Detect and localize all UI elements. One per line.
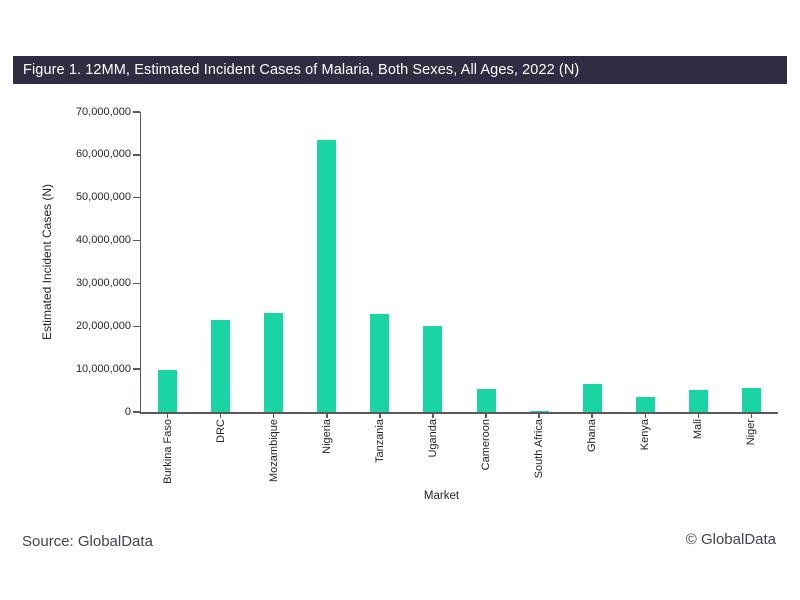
x-tick-mark <box>697 413 700 418</box>
bar-niger <box>741 387 761 412</box>
bar-south-africa <box>529 410 549 412</box>
bar-nigeria <box>317 139 337 412</box>
x-tick-mark <box>538 413 540 418</box>
x-tick-label: Nigeria <box>320 419 333 454</box>
bar-uganda <box>423 326 443 412</box>
x-tick-label: DRC <box>214 419 227 443</box>
y-tick-mark <box>133 368 140 370</box>
x-tick-label: Uganda <box>426 419 439 458</box>
bar-cameroon <box>476 389 496 412</box>
y-tick-label: 10,000,000 <box>75 362 131 375</box>
x-tick-mark <box>432 413 434 418</box>
x-tick-label: Tanzania <box>373 419 386 464</box>
x-tick-label: Ghana <box>586 419 599 453</box>
y-tick-label: 20,000,000 <box>75 319 131 332</box>
x-tick-label: Mali <box>692 419 705 440</box>
x-tick-label: Burkina Faso <box>161 419 174 484</box>
y-tick-mark <box>133 282 140 285</box>
x-tick-mark <box>379 413 381 418</box>
x-tick-mark <box>591 413 593 418</box>
figure-title: Figure 1. 12MM, Estimated Incident Cases… <box>23 62 580 78</box>
x-axis-title: Market <box>423 490 460 502</box>
x-axis-line <box>139 412 778 414</box>
x-tick-mark <box>750 413 753 418</box>
y-tick-label: 50,000,000 <box>75 191 131 204</box>
y-tick-label: 30,000,000 <box>75 276 131 289</box>
x-tick-mark <box>326 413 328 418</box>
x-tick-label: Cameroon <box>480 419 493 471</box>
bar-ghana <box>582 384 602 412</box>
bar-burkina-faso <box>158 369 178 412</box>
figure-title-bar: Figure 1. 12MM, Estimated Incident Cases… <box>13 56 787 84</box>
bar-mali <box>688 390 708 412</box>
bar-tanzania <box>370 313 390 412</box>
y-tick-label: 0 <box>124 405 131 418</box>
y-tick-mark <box>133 154 140 156</box>
y-tick-mark <box>133 239 140 242</box>
plot-area: Estimated Incident Cases (N) Market 0 10,… <box>40 106 778 502</box>
y-tick-mark <box>133 411 140 413</box>
x-tick-mark <box>272 413 275 418</box>
bar-mozambique <box>264 313 284 412</box>
x-tick-label: South Africa <box>533 419 546 479</box>
x-tick-label: Kenya <box>639 419 652 451</box>
y-tick-mark <box>133 111 140 113</box>
x-tick-mark <box>644 413 647 418</box>
y-axis-line <box>139 112 141 414</box>
y-tick-mark <box>133 325 140 328</box>
bar-kenya <box>635 396 655 412</box>
x-tick-mark <box>219 413 222 418</box>
y-tick-mark <box>133 196 140 199</box>
y-tick-label: 70,000,000 <box>75 105 131 118</box>
source-note: Source: GlobalData <box>22 533 153 550</box>
x-tick-mark <box>166 413 169 418</box>
x-tick-label: Mozambique <box>267 419 280 482</box>
x-tick-label: Niger <box>745 419 758 446</box>
y-tick-label: 60,000,000 <box>75 148 131 161</box>
bar-drc <box>211 319 231 412</box>
y-tick-label: 40,000,000 <box>75 234 131 247</box>
x-tick-mark <box>485 413 487 418</box>
copyright-note: © GlobalData <box>685 531 776 548</box>
